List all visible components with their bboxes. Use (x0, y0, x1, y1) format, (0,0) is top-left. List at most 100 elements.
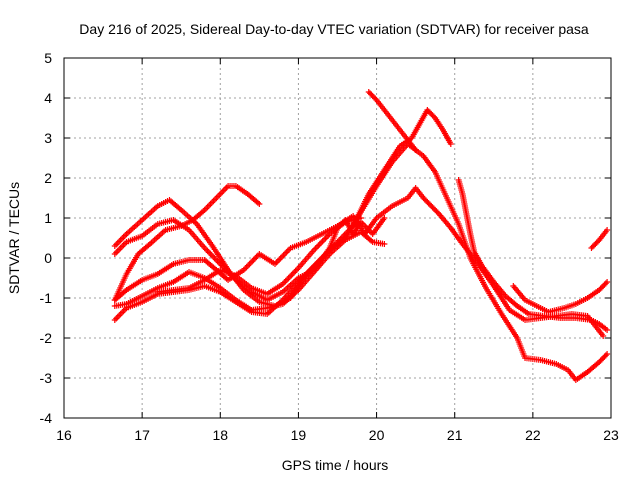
data-point (315, 242, 322, 249)
plot-frame (63, 57, 612, 419)
data-point (243, 264, 250, 271)
series-trace-g (154, 215, 364, 297)
data-point (597, 357, 604, 364)
data-point (203, 246, 210, 253)
data-point (598, 284, 605, 291)
data-point (433, 208, 440, 215)
series-trace-f (111, 229, 388, 313)
data-point (432, 207, 439, 213)
data-point (365, 89, 372, 95)
data-point (207, 250, 214, 257)
series-trace-d (111, 183, 263, 303)
data-point (381, 241, 388, 247)
series-trace-j (510, 279, 611, 315)
data-point (357, 215, 364, 221)
y-tick-label: -2 (40, 330, 53, 346)
data-point (594, 238, 601, 245)
data-point (424, 199, 431, 205)
data-point (283, 249, 290, 256)
data-point (208, 252, 215, 259)
data-point (596, 359, 603, 365)
data-point (602, 280, 609, 287)
data-point (424, 107, 431, 113)
y-tick-label: 4 (44, 90, 52, 106)
x-tick-label: 20 (369, 427, 385, 443)
data-point (430, 113, 437, 120)
data-point (381, 215, 388, 221)
data-point (281, 250, 288, 257)
data-point (601, 281, 608, 288)
data-point (602, 352, 609, 359)
data-point (593, 239, 600, 246)
data-point (204, 247, 211, 254)
data-point (284, 247, 291, 254)
data-point (244, 262, 251, 269)
x-axis-label: GPS time / hours (282, 457, 389, 473)
y-tick-label: -3 (40, 370, 53, 386)
data-point (291, 269, 298, 276)
data-point (285, 275, 292, 282)
data-point (249, 258, 256, 265)
x-tick-label: 19 (291, 427, 307, 443)
y-tick-label: -4 (40, 410, 53, 426)
data-point (429, 204, 436, 211)
data-point (372, 95, 379, 102)
data-point (321, 236, 328, 243)
data-point (426, 109, 433, 116)
y-tick-label: 1 (44, 210, 52, 226)
data-point (369, 93, 376, 99)
data-point (273, 259, 280, 266)
data-point (294, 266, 301, 273)
data-point (319, 238, 326, 245)
x-tick-label: 21 (447, 427, 463, 443)
data-point (289, 270, 296, 277)
data-point (367, 90, 374, 97)
data-point (292, 267, 299, 274)
x-tick-label: 18 (212, 427, 228, 443)
data-point (280, 252, 287, 259)
data-marks (111, 89, 611, 383)
y-axis-label: SDTVAR / TECUs (6, 182, 22, 294)
data-point (313, 244, 320, 251)
data-point (368, 91, 375, 98)
data-point (592, 241, 599, 247)
data-point (318, 239, 325, 246)
data-point (412, 147, 419, 153)
data-point (600, 355, 607, 361)
data-point (288, 272, 295, 279)
data-point (252, 255, 259, 262)
x-tick-label: 22 (525, 427, 541, 443)
data-point (312, 245, 319, 252)
data-point (600, 333, 607, 339)
data-point (256, 201, 263, 207)
data-point (589, 243, 596, 250)
series-trace-a (111, 107, 454, 309)
y-tick-label: 2 (44, 170, 52, 186)
x-tick-label: 17 (134, 427, 150, 443)
data-point (323, 233, 330, 240)
data-point (434, 209, 441, 216)
data-point (429, 112, 436, 119)
data-point (421, 196, 428, 203)
data-point (322, 235, 329, 242)
y-tick-label: 0 (44, 250, 52, 266)
data-point (286, 273, 293, 280)
data-point (601, 353, 608, 360)
data-point (428, 203, 435, 209)
data-point (420, 195, 427, 201)
x-tick-label: 23 (603, 427, 619, 443)
data-point (426, 201, 433, 208)
data-point (604, 351, 611, 357)
data-point (276, 256, 283, 263)
data-point (284, 276, 291, 283)
data-point (604, 327, 611, 333)
data-point (430, 205, 437, 212)
data-point (425, 108, 432, 115)
data-point (596, 287, 603, 293)
data-point (370, 94, 377, 101)
data-point (282, 278, 289, 285)
data-point (600, 283, 607, 289)
y-tick-label: -1 (40, 290, 53, 306)
data-point (428, 111, 435, 117)
